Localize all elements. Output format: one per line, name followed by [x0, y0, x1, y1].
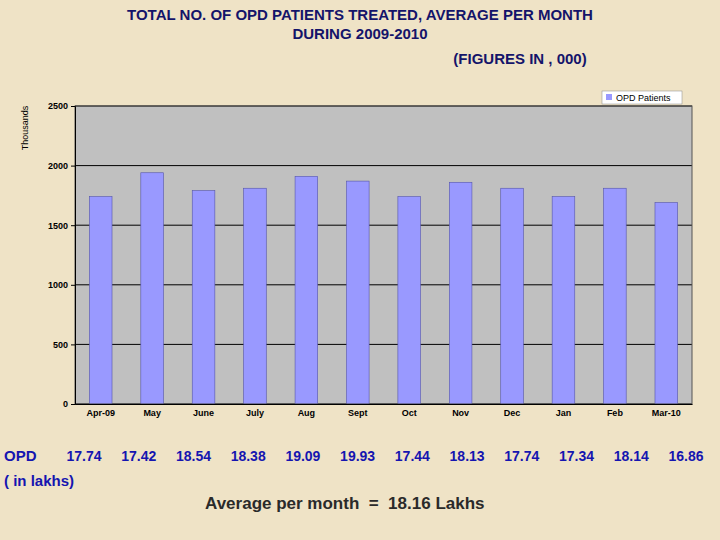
tick: 1000 [48, 280, 75, 290]
bar [192, 191, 215, 404]
tick-label: 500 [53, 340, 68, 350]
x-axis: Apr-09 May June July Aug Sept Oct Nov Dec Jan Feb M… [76, 404, 693, 418]
grid-line [75, 165, 692, 166]
tick-label: June [193, 408, 214, 418]
background [0, 0, 720, 540]
row-label: OPD [4, 447, 37, 464]
tick: Oct [402, 404, 417, 418]
row-value: 18.14 [614, 448, 649, 464]
axis-line [71, 107, 76, 405]
tick-mark [71, 166, 75, 167]
bar [449, 182, 472, 404]
tick-label: 2000 [48, 161, 68, 171]
tick-label: 1000 [48, 280, 68, 290]
tick-label: Jan [556, 408, 572, 418]
tick: Jan [556, 404, 572, 418]
tick-label: 2500 [48, 101, 68, 111]
tick-mark [71, 225, 75, 226]
row-value: 19.09 [285, 448, 320, 464]
row-value: 18.54 [176, 448, 211, 464]
row-value: 19.93 [340, 448, 375, 464]
row-value: 16.86 [668, 448, 703, 464]
y-axis: 0 500 1000 1500 2000 2500 [48, 101, 76, 409]
tick-mark [71, 106, 75, 107]
tick-label: Feb [607, 408, 624, 418]
tick: Nov [452, 404, 469, 418]
bar [141, 173, 164, 404]
average-note: Average per month = 18.16 Lakhs [205, 494, 485, 513]
bar [501, 188, 524, 404]
tick: Aug [298, 404, 316, 418]
tick-mark [71, 285, 75, 286]
tick: 1500 [48, 221, 75, 231]
tick: 0 [63, 399, 75, 409]
tick-label: Oct [402, 408, 417, 418]
bar [604, 188, 627, 404]
bars [89, 173, 677, 404]
legend-label: OPD Patients [616, 93, 671, 103]
axis-title: Thousands [20, 105, 30, 150]
axis-line [76, 404, 693, 405]
tick-label: Mar-10 [652, 408, 681, 418]
tick-label: May [143, 408, 161, 418]
plot: 0 500 1000 1500 2000 2500 Apr-09 May June July Aug… [48, 101, 693, 418]
tick-label: 1500 [48, 221, 68, 231]
grid-line [75, 344, 692, 345]
tick: June [193, 404, 214, 418]
row-value: 17.44 [395, 448, 430, 464]
tick: 2500 [48, 101, 75, 111]
row-value: 18.38 [231, 448, 266, 464]
grid-line [75, 225, 692, 226]
row-unit: ( in lakhs) [4, 472, 74, 489]
row-value: 18.13 [450, 448, 485, 464]
plot-area [75, 106, 692, 404]
tick: Sept [348, 404, 368, 418]
tick: Dec [504, 404, 521, 418]
tick: Feb [607, 404, 624, 418]
tick: May [143, 404, 161, 418]
row-value: 17.74 [66, 448, 101, 464]
bar [89, 197, 112, 404]
bar [244, 188, 267, 404]
bar [398, 197, 421, 404]
tick-label: July [246, 408, 264, 418]
tick: 2000 [48, 161, 75, 171]
grid-line [75, 284, 692, 285]
tick-label: 0 [63, 399, 68, 409]
row-value: 17.42 [121, 448, 156, 464]
row-value: 17.34 [559, 448, 594, 464]
bar [552, 197, 575, 404]
chart: TOTAL NO. OF OPD PATIENTS TREATED, AVERA… [0, 0, 720, 540]
row-value: 17.74 [504, 448, 539, 464]
tick: 500 [53, 340, 75, 350]
bar [346, 181, 369, 404]
tick-label: Nov [452, 408, 469, 418]
tick: July [246, 404, 264, 418]
tick: Mar-10 [652, 404, 681, 418]
legend: OPD Patients [602, 91, 682, 104]
tick-mark [71, 344, 75, 345]
tick-label: Dec [504, 408, 521, 418]
legend-box [602, 91, 682, 104]
legend-swatch [606, 94, 612, 100]
tick-label: Aug [298, 408, 316, 418]
tick: Apr-09 [86, 404, 115, 418]
grid [75, 106, 692, 404]
bar [655, 203, 678, 404]
subtitle: (FIGURES IN , 000) [453, 50, 586, 67]
tick-mark [71, 404, 75, 405]
tick-label: Sept [348, 408, 368, 418]
plot-frame [75, 106, 692, 404]
title: TOTAL NO. OF OPD PATIENTS TREATED, AVERA… [127, 6, 593, 23]
bar [295, 176, 318, 404]
title: DURING 2009-2010 [292, 25, 427, 42]
tick-label: Apr-09 [86, 408, 115, 418]
